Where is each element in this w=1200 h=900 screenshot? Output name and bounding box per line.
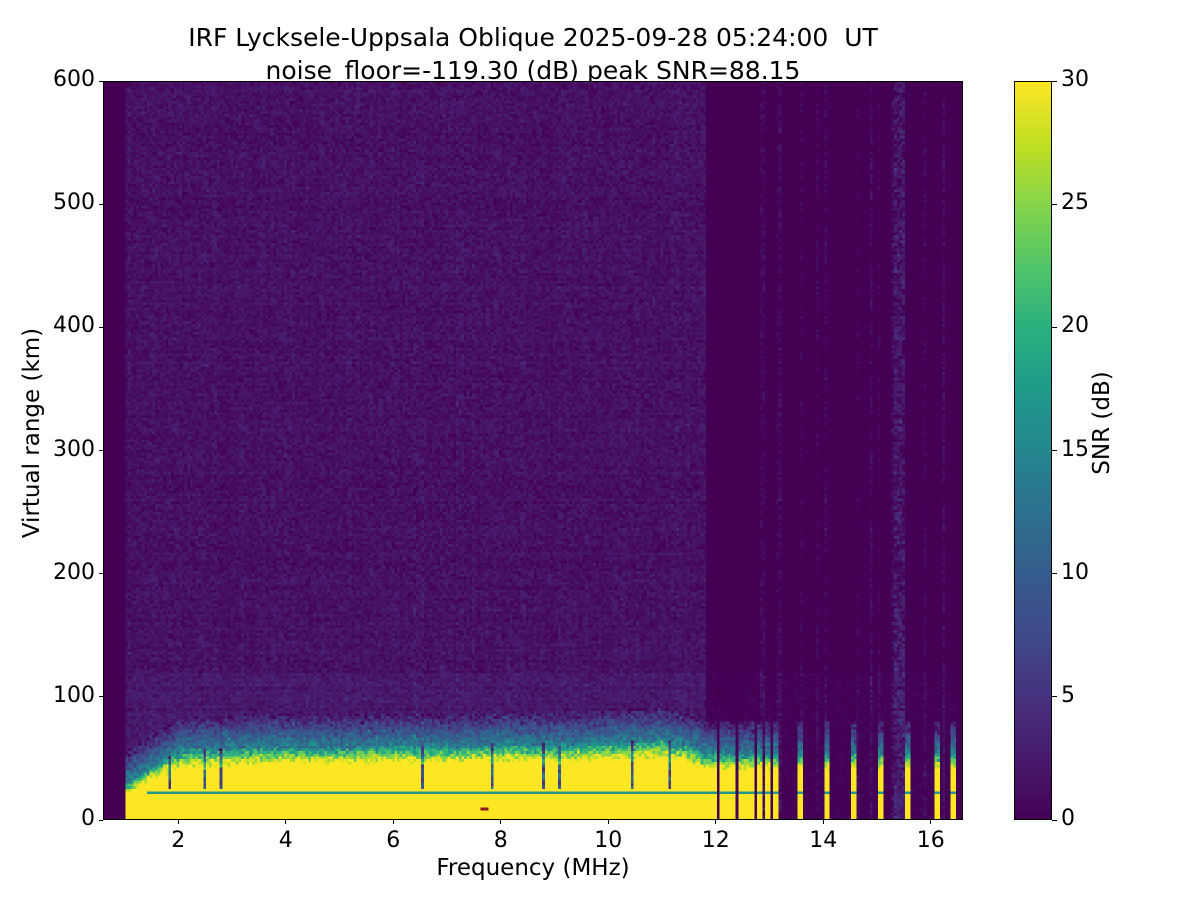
y-tick-label: 600 bbox=[53, 67, 95, 92]
figure-title: IRF Lycksele-Uppsala Oblique 2025-09-28 … bbox=[0, 22, 1066, 87]
colorbar-tick-label: 30 bbox=[1061, 67, 1089, 92]
y-tick-mark bbox=[99, 450, 103, 452]
x-tick-mark bbox=[285, 820, 287, 824]
colorbar-tick-label: 25 bbox=[1061, 190, 1089, 216]
y-tick-mark bbox=[99, 80, 103, 82]
y-tick-label: 400 bbox=[53, 313, 95, 339]
x-tick-label: 14 bbox=[809, 828, 838, 853]
x-tick-mark bbox=[715, 820, 717, 824]
plot-area bbox=[103, 81, 963, 820]
y-tick-mark bbox=[99, 819, 103, 821]
x-tick-mark bbox=[607, 820, 609, 824]
y-tick-label: 0 bbox=[81, 806, 95, 831]
y-tick-label: 100 bbox=[53, 682, 95, 708]
colorbar-tick-mark bbox=[1052, 326, 1057, 328]
colorbar-tick-mark bbox=[1052, 203, 1057, 205]
y-tick-label: 200 bbox=[53, 559, 95, 585]
x-tick-label: 4 bbox=[278, 828, 293, 853]
x-tick-label: 16 bbox=[916, 828, 945, 853]
ionogram-heatmap bbox=[104, 82, 962, 819]
title-line-1: IRF Lycksele-Uppsala Oblique 2025-09-28 … bbox=[188, 23, 878, 52]
x-tick-label: 2 bbox=[171, 828, 186, 853]
colorbar bbox=[1014, 81, 1052, 820]
y-tick-mark bbox=[99, 696, 103, 698]
y-axis-label: Virtual range (km) bbox=[19, 327, 45, 539]
colorbar-gradient bbox=[1014, 81, 1052, 820]
colorbar-frame bbox=[1014, 81, 1052, 820]
colorbar-tick-mark bbox=[1052, 573, 1057, 575]
y-tick-label: 500 bbox=[53, 190, 95, 216]
y-tick-mark bbox=[99, 203, 103, 205]
y-tick-mark bbox=[99, 573, 103, 575]
colorbar-tick-mark bbox=[1052, 696, 1057, 698]
colorbar-tick-label: 5 bbox=[1061, 682, 1075, 708]
x-tick-mark bbox=[930, 820, 932, 824]
x-tick-label: 6 bbox=[386, 828, 401, 853]
x-tick-label: 8 bbox=[493, 828, 508, 853]
x-tick-mark bbox=[177, 820, 179, 824]
colorbar-tick-label: 0 bbox=[1061, 806, 1075, 831]
x-axis-label: Frequency (MHz) bbox=[436, 855, 630, 881]
x-tick-mark bbox=[392, 820, 394, 824]
x-tick-mark bbox=[822, 820, 824, 824]
colorbar-tick-label: 15 bbox=[1061, 436, 1089, 462]
colorbar-tick-mark bbox=[1052, 80, 1057, 82]
colorbar-label: SNR (dB) bbox=[1089, 371, 1115, 475]
colorbar-tick-label: 10 bbox=[1061, 559, 1089, 585]
x-tick-label: 12 bbox=[701, 828, 730, 853]
x-tick-mark bbox=[500, 820, 502, 824]
colorbar-tick-mark bbox=[1052, 819, 1057, 821]
x-tick-label: 10 bbox=[594, 828, 623, 853]
y-tick-mark bbox=[99, 326, 103, 328]
colorbar-tick-label: 20 bbox=[1061, 313, 1089, 339]
colorbar-tick-mark bbox=[1052, 450, 1057, 452]
y-tick-label: 300 bbox=[53, 436, 95, 462]
